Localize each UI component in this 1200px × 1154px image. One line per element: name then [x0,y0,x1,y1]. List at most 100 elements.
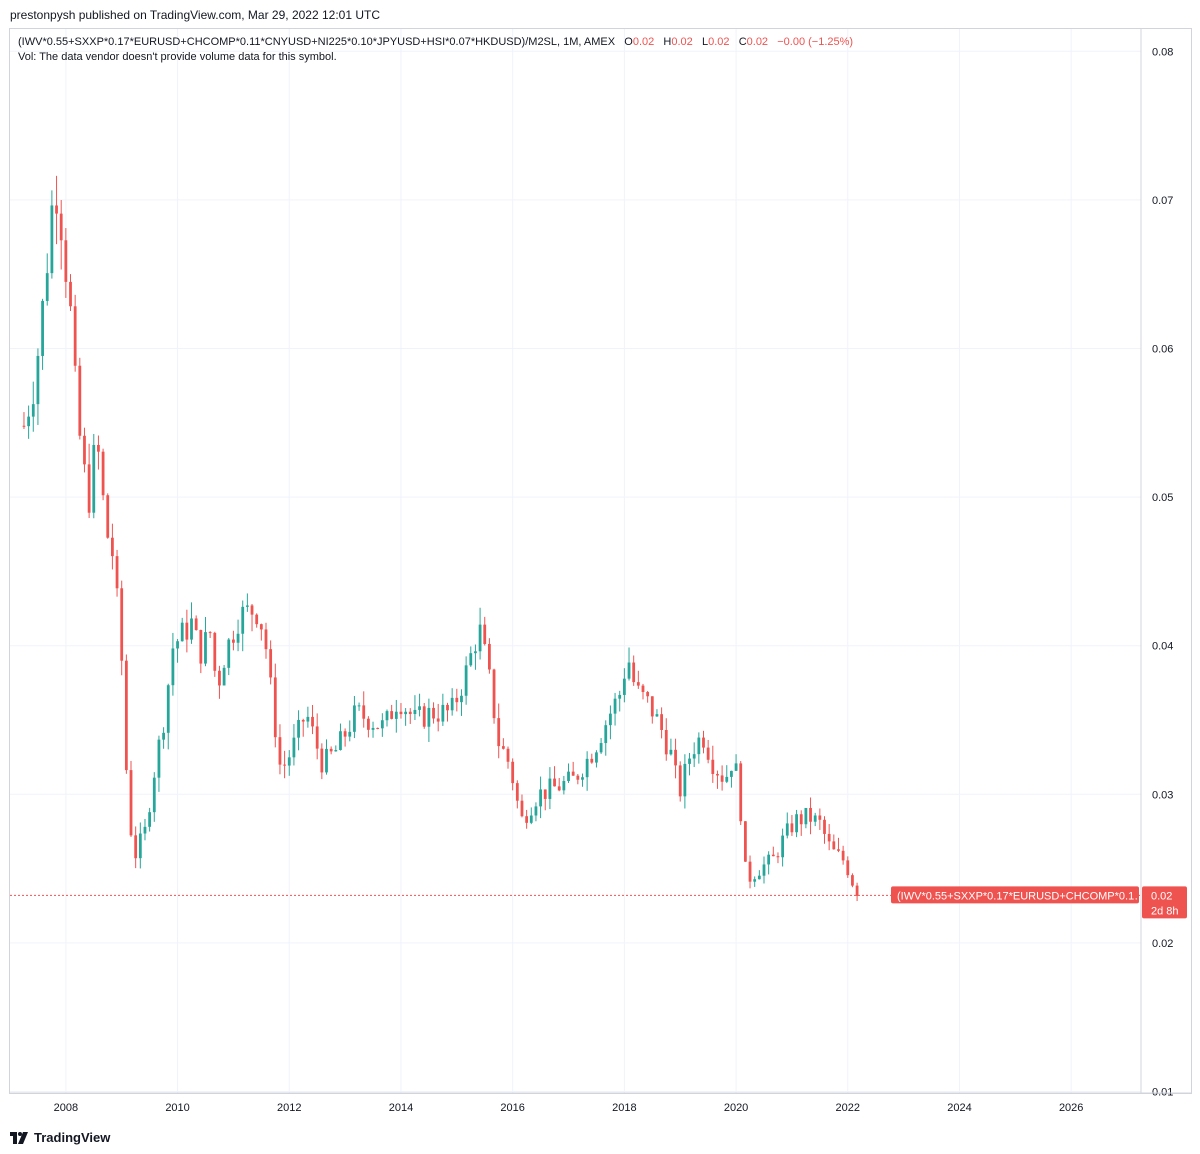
candle-body [315,726,319,749]
candle-body [474,651,477,654]
candle-body [64,240,68,282]
x-tick-label: 2024 [947,1102,971,1114]
candle-body [539,789,542,807]
candle-body [613,698,617,714]
tradingview-logo-icon [10,1131,28,1144]
candle-body [185,622,189,640]
candle-body [222,667,226,686]
candle-body [236,633,240,643]
candle-body [339,731,342,751]
candle-body [306,716,310,722]
candle-body [394,711,398,719]
candle-body [283,764,287,766]
candle-body [97,444,100,452]
legend: (IWV*0.55+SXXP*0.17*EURUSD+CHCOMP*0.11*C… [18,35,853,65]
tradingview-footer[interactable]: TradingView [10,1130,110,1145]
candle-body [166,685,170,733]
candle-body [366,718,370,730]
candle-body [55,205,58,214]
candle-body [483,624,487,644]
legend-volume-note: Vol: The data vendor doesn't provide vol… [18,51,337,63]
candle-body [697,737,701,755]
candle-body [785,823,789,836]
candle-body [413,709,417,715]
candle-body [301,719,305,722]
candle-body [725,776,729,782]
candle-body [148,812,152,827]
y-tick-label: 0.07 [1152,195,1173,207]
y-tick-label: 0.04 [1152,641,1173,653]
candle-body [627,662,631,679]
candle-body [720,775,724,782]
candle-body [534,806,538,816]
candle-body [371,727,375,730]
candle-body [385,711,389,721]
x-tick-label: 2022 [836,1102,860,1114]
candle-body [343,731,347,737]
candle-body [129,770,133,836]
candle-body [562,781,566,791]
candle-body [762,864,766,876]
candle-body [506,748,510,762]
chart-frame[interactable] [9,28,1192,1094]
candle-body [837,849,840,851]
candle-body [743,821,747,862]
legend-l-label: L [701,36,709,48]
candle-body [795,814,798,833]
legend-l-value: 0.02 [708,36,730,48]
candle-body [157,739,161,778]
candle-body [464,665,468,696]
candle-body [711,759,715,774]
candle-body [83,435,86,465]
candle-body [106,495,110,538]
x-tick-label: 2010 [165,1102,189,1114]
candle-body [804,807,808,825]
candle-body [325,748,328,773]
candle-body [460,695,463,703]
candle-body [446,704,449,711]
candle-body [501,746,505,749]
candle-body [469,653,473,666]
candle-body [487,643,491,670]
candle-body [41,300,44,356]
candle-body [497,718,501,747]
x-tick-label: 2020 [724,1102,748,1114]
candle-body [194,618,198,631]
candle-body [245,605,249,607]
candle-body [595,752,598,763]
x-tick-label: 2012 [277,1102,301,1114]
candle-body [846,860,850,876]
candle-body [380,720,384,729]
candle-body [646,692,650,697]
candle-body [748,861,752,882]
candle-body [297,719,300,738]
candle-body [27,416,31,427]
candle-body [353,705,356,732]
candle-body [208,632,212,634]
candle-body [120,588,124,661]
candle-body [427,707,431,727]
candle-body [767,854,771,865]
legend-symbol: (IWV*0.55+SXXP*0.17*EURUSD+CHCOMP*0.11*C… [18,36,616,48]
tradingview-brand: TradingView [34,1130,111,1145]
candle-body [180,622,184,642]
legend-c-value: 0.02 [746,36,769,48]
price-tag-layer: (IWV*0.55+SXXP*0.17*EURUSD+CHCOMP*0.1… 0… [10,886,1187,919]
candle-body [581,777,584,780]
y-tick-label: 0.08 [1152,46,1173,58]
candle-body [827,833,831,842]
x-tick-label: 2014 [389,1102,413,1114]
candle-body [390,711,394,719]
candle-body [241,606,245,634]
grid [10,29,1141,1093]
price-tag-value: 0.02 [1151,890,1172,902]
candle-body [632,662,636,683]
price-tag-value-bg [1142,886,1187,919]
x-tick-label: 2016 [500,1102,524,1114]
candle-body [334,750,338,752]
candle-body [655,714,659,717]
candle-body [692,754,696,759]
candle-body [590,758,594,763]
candle-body [660,714,664,730]
